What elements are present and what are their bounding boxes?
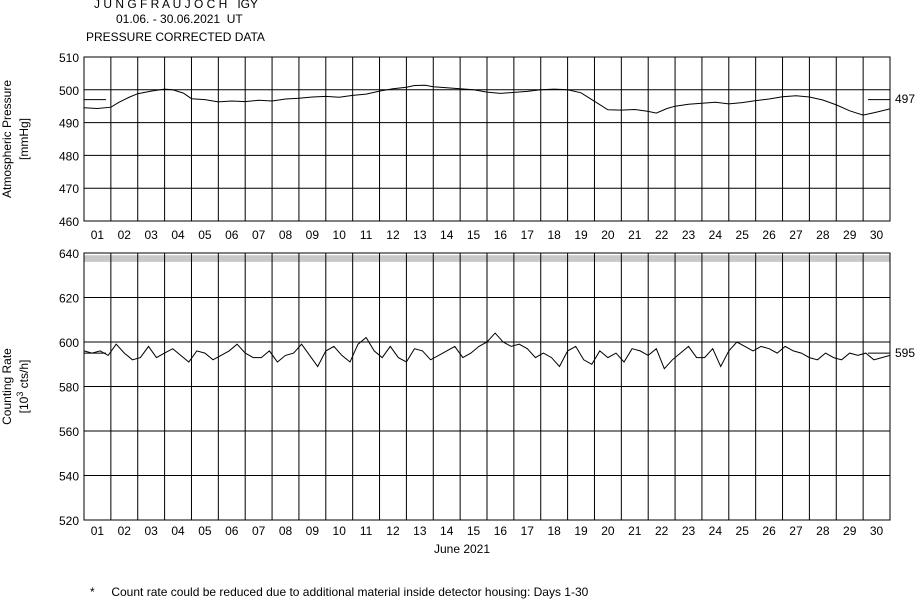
x-tick-label: 07 bbox=[252, 228, 266, 242]
chart-panel-1: 460 470 480 490 500 510 01 02 03 04 05 06 07 08 09 10 11… bbox=[0, 51, 915, 242]
x-tick-label: 08 bbox=[279, 228, 293, 242]
x-tick-label: 27 bbox=[789, 228, 803, 242]
x-tick-label: 17 bbox=[521, 524, 535, 538]
x-tick-label: 11 bbox=[360, 524, 373, 538]
x-tick-label: 02 bbox=[118, 228, 132, 242]
x-tick-label: 25 bbox=[736, 228, 750, 242]
x-tick-label: 06 bbox=[225, 228, 239, 242]
x-tick-label: 19 bbox=[574, 524, 588, 538]
x-tick-label: 18 bbox=[547, 524, 561, 538]
series-line bbox=[83, 84, 891, 116]
x-tick-label: 29 bbox=[843, 228, 857, 242]
subtitle-label: PRESSURE CORRECTED DATA bbox=[86, 30, 265, 44]
x-tick-label: 12 bbox=[386, 524, 400, 538]
x-tick-label: 19 bbox=[574, 228, 588, 242]
plot-frame bbox=[83, 252, 891, 521]
x-tick-label: 01 bbox=[91, 228, 105, 242]
x-tick-label: 01 bbox=[91, 524, 105, 538]
x-tick-label: 16 bbox=[494, 524, 508, 538]
y-tick-label: 580 bbox=[59, 381, 79, 395]
x-tick-label: 22 bbox=[655, 228, 669, 242]
x-tick-label: 30 bbox=[870, 524, 884, 538]
y-axis-unit-suffix: cts/h] bbox=[17, 360, 31, 392]
series-line bbox=[83, 332, 891, 370]
footnote-marker: * bbox=[90, 585, 95, 599]
x-tick-label: 26 bbox=[762, 524, 776, 538]
y-axis-title: Counting Rate bbox=[0, 348, 14, 425]
footnote: * Count rate could be reduced due to add… bbox=[90, 585, 588, 599]
x-tick-label: 04 bbox=[171, 524, 185, 538]
x-tick-label: 21 bbox=[628, 228, 642, 242]
x-tick-label: 13 bbox=[413, 228, 427, 242]
y-tick-label: 620 bbox=[59, 292, 79, 306]
reference-label: 497 bbox=[895, 92, 915, 106]
x-tick-label: 03 bbox=[144, 524, 158, 538]
y-axis-unit-exponent: 3 bbox=[15, 392, 25, 397]
x-tick-label: 28 bbox=[816, 524, 830, 538]
y-axis-unit-prefix: [10 bbox=[17, 396, 31, 413]
x-tick-label: 13 bbox=[413, 524, 427, 538]
x-axis-title: June 2021 bbox=[434, 542, 490, 556]
x-tick-label: 14 bbox=[440, 524, 454, 538]
x-tick-label: 06 bbox=[225, 524, 239, 538]
plot-frame bbox=[83, 56, 891, 222]
y-axis-title: Atmospheric Pressure bbox=[0, 80, 14, 198]
x-tick-label: 11 bbox=[360, 228, 373, 242]
x-tick-label: 30 bbox=[870, 228, 884, 242]
x-tick-label: 10 bbox=[333, 228, 347, 242]
x-tick-label: 05 bbox=[198, 228, 212, 242]
footnote-text: Count rate could be reduced due to addit… bbox=[111, 585, 589, 599]
y-tick-label: 600 bbox=[59, 336, 79, 350]
station-title: J U N G F R A U J O C H IGY bbox=[94, 0, 259, 11]
y-tick-label: 480 bbox=[59, 149, 79, 163]
y-tick-label: 460 bbox=[59, 215, 79, 229]
x-tick-label: 12 bbox=[386, 228, 400, 242]
x-tick-label: 22 bbox=[655, 524, 669, 538]
y-tick-label: 640 bbox=[59, 247, 79, 261]
x-tick-label: 03 bbox=[144, 228, 158, 242]
y-tick-label: 500 bbox=[59, 84, 79, 98]
x-tick-label: 29 bbox=[843, 524, 857, 538]
x-tick-label: 20 bbox=[601, 228, 615, 242]
x-tick-label: 07 bbox=[252, 524, 266, 538]
reference-label: 595 bbox=[895, 346, 915, 360]
x-tick-label: 20 bbox=[601, 524, 615, 538]
x-tick-label: 10 bbox=[333, 524, 347, 538]
x-tick-label: 14 bbox=[440, 228, 454, 242]
x-tick-label: 09 bbox=[306, 524, 320, 538]
x-tick-label: 24 bbox=[709, 228, 723, 242]
x-tick-label: 21 bbox=[628, 524, 642, 538]
y-tick-label: 540 bbox=[59, 470, 79, 484]
x-tick-label: 17 bbox=[521, 228, 535, 242]
x-tick-label: 25 bbox=[736, 524, 750, 538]
y-tick-label: 510 bbox=[59, 51, 79, 65]
y-tick-label: 470 bbox=[59, 182, 79, 196]
period-label: 01.06. - 30.06.2021 UT bbox=[116, 12, 243, 26]
x-tick-label: 02 bbox=[118, 524, 132, 538]
chart-panel-2: 520 540 560 580 600 620 640 01 02 03 04 05 06 07 08 09 1… bbox=[0, 247, 915, 556]
x-tick-label: 05 bbox=[198, 524, 212, 538]
y-tick-label: 520 bbox=[59, 514, 79, 528]
y-axis-unit: [mmHg] bbox=[17, 118, 31, 160]
x-tick-label: 24 bbox=[709, 524, 723, 538]
x-tick-label: 16 bbox=[494, 228, 508, 242]
y-tick-label: 560 bbox=[59, 425, 79, 439]
x-tick-label: 04 bbox=[171, 228, 185, 242]
x-tick-label: 26 bbox=[762, 228, 776, 242]
x-tick-label: 15 bbox=[467, 228, 481, 242]
x-tick-label: 18 bbox=[547, 228, 561, 242]
x-tick-label: 28 bbox=[816, 228, 830, 242]
y-tick-label: 490 bbox=[59, 117, 79, 131]
x-tick-label: 15 bbox=[467, 524, 481, 538]
x-tick-label: 09 bbox=[306, 228, 320, 242]
x-tick-label: 23 bbox=[682, 228, 696, 242]
y-axis-unit: [103 cts/h] bbox=[15, 360, 31, 414]
x-tick-label: 08 bbox=[279, 524, 293, 538]
x-tick-label: 27 bbox=[789, 524, 803, 538]
x-tick-label: 23 bbox=[682, 524, 696, 538]
